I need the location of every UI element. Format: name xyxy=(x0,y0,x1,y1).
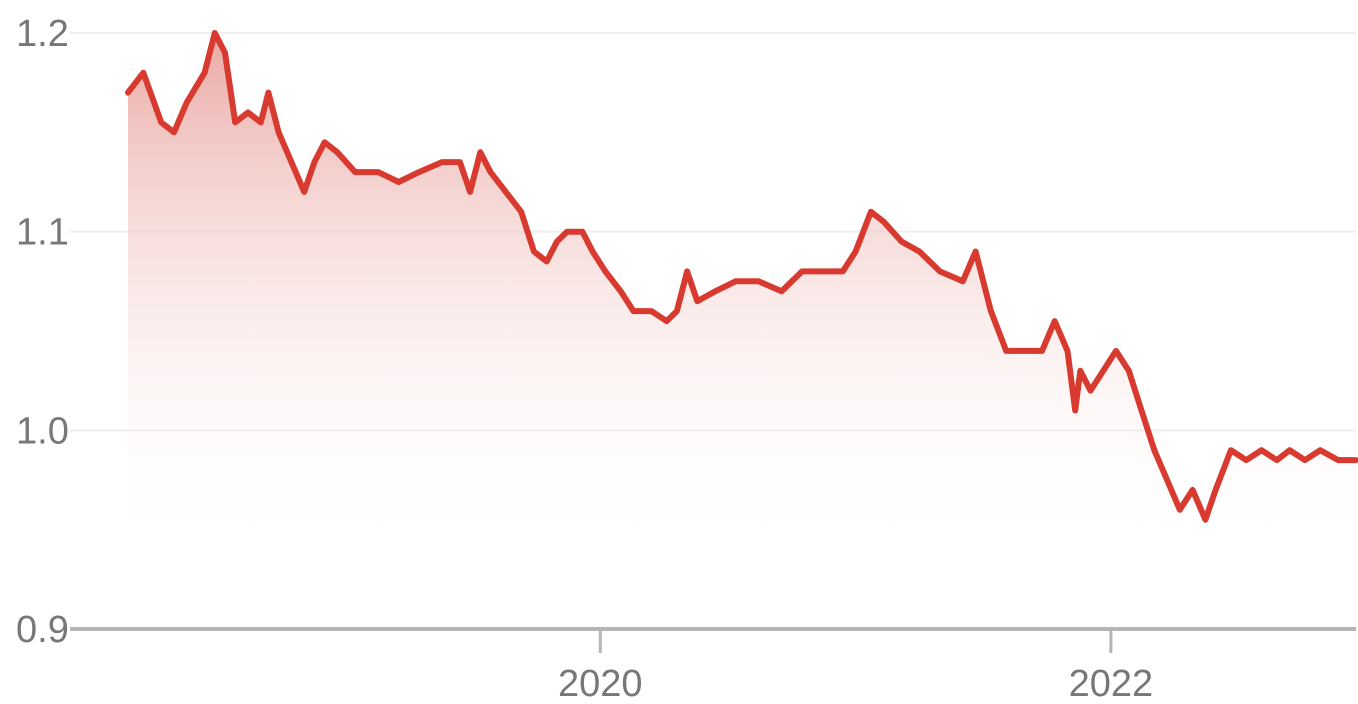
tick-labels: 1.2 1.1 1.0 0.9 2020 2022 xyxy=(16,13,1153,704)
y-tick-label: 1.0 xyxy=(16,410,69,452)
area-fill xyxy=(128,33,1356,560)
x-tick-label: 2020 xyxy=(558,663,643,704)
y-tick-label: 1.1 xyxy=(16,212,69,254)
x-axis xyxy=(70,627,1356,653)
y-tick-label: 0.9 xyxy=(16,609,69,651)
series-line xyxy=(125,30,1358,523)
y-tick-label: 1.2 xyxy=(16,13,69,55)
x-tick-label: 2022 xyxy=(1069,663,1154,704)
